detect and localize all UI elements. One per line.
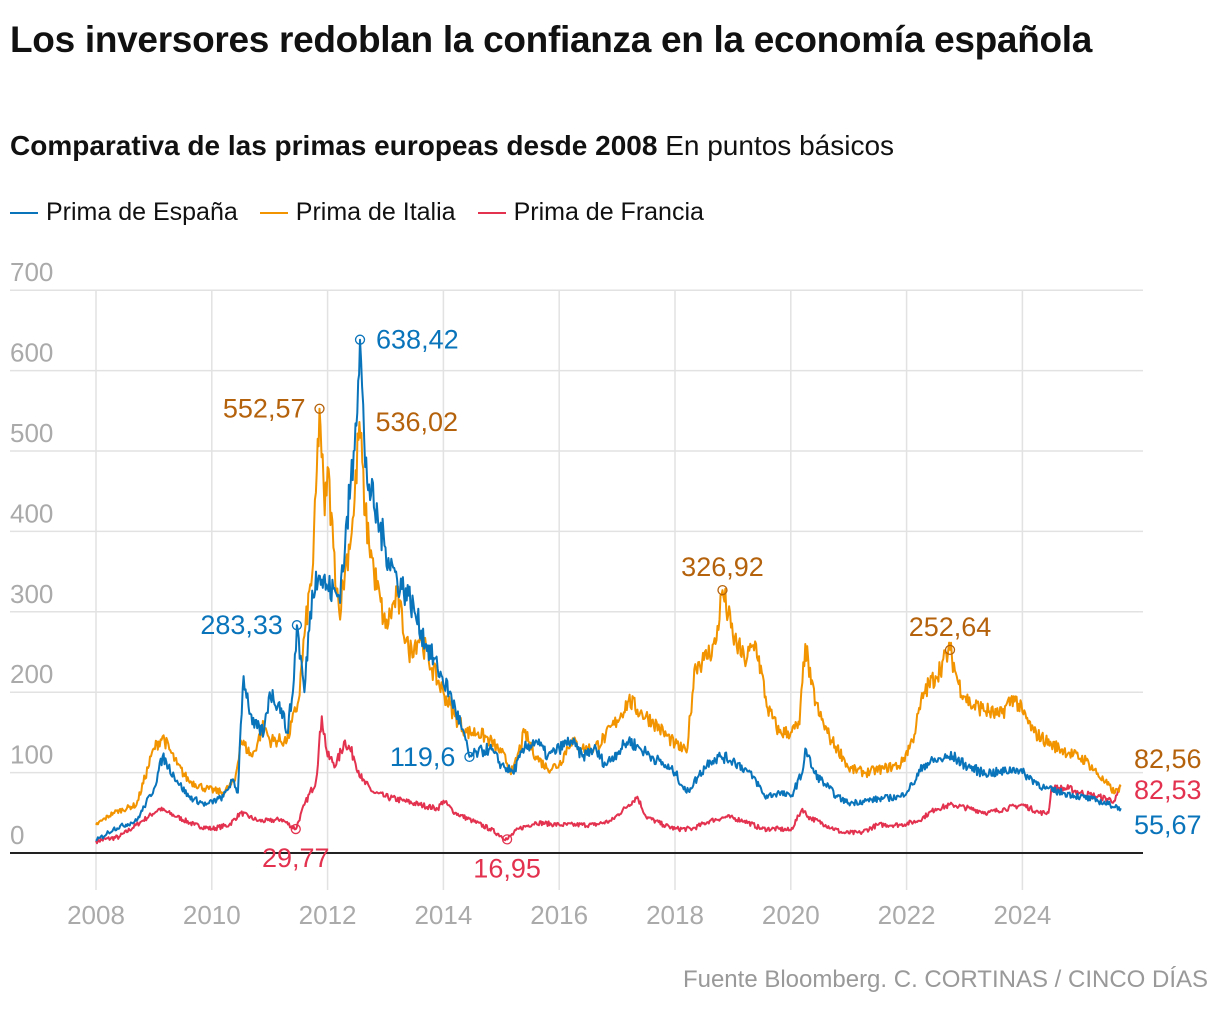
annotation-marker: [314, 403, 325, 414]
legend-swatch-italy: [259, 211, 288, 214]
legend-swatch-france: [477, 211, 506, 214]
annotation-label: 16,95: [473, 853, 541, 883]
legend-label-italy: Prima de Italia: [295, 198, 456, 226]
legend-swatch-spain: [10, 211, 38, 214]
subtitle-unit: En puntos básicos: [665, 130, 895, 161]
x-tick-label: 2008: [67, 900, 125, 930]
chart-subtitle: Comparativa de las primas europeas desde…: [10, 128, 894, 164]
x-tick-label: 2012: [299, 900, 357, 930]
x-tick-label: 2010: [183, 900, 241, 930]
y-tick-label: 400: [10, 498, 53, 528]
source-credit: Fuente Bloomberg. C. CORTINAS / CINCO DÍ…: [682, 966, 1208, 993]
y-tick-label: 200: [10, 659, 53, 689]
annotation-label: 252,64: [909, 612, 992, 642]
end-value-label: 82,56: [1134, 744, 1202, 774]
annotation-label: 326,92: [681, 552, 764, 582]
x-tick-label: 2018: [646, 900, 704, 930]
annotation-marker: [290, 823, 301, 835]
series-line-prima-de-francia: [95, 715, 1122, 845]
x-tick-label: 2014: [414, 900, 472, 930]
x-tick-label: 2020: [762, 900, 820, 930]
annotation-marker: [291, 620, 303, 631]
legend-item-italy: Prima de Italia: [259, 198, 456, 227]
x-tick-label: 2024: [993, 900, 1051, 930]
annotation-marker: [464, 751, 475, 762]
y-tick-label: 700: [10, 257, 53, 287]
x-tick-label: 2022: [878, 900, 936, 930]
y-tick-label: 0: [10, 820, 24, 850]
annotation-marker: [717, 585, 728, 596]
series-line-prima-de-italia: [95, 407, 1122, 826]
annotation-label: 536,02: [375, 407, 458, 437]
annotation-marker: [501, 834, 513, 845]
annotation-marker: [944, 644, 956, 656]
legend-item-spain: Prima de España: [10, 198, 238, 227]
y-tick-label: 300: [10, 579, 53, 609]
end-value-label: 55,67: [1134, 810, 1202, 840]
y-tick-label: 500: [10, 418, 53, 448]
series-line-prima-de-españa: [95, 338, 1122, 842]
x-tick-label: 2016: [530, 900, 588, 930]
annotation-label: 552,57: [223, 394, 306, 424]
subtitle-main: Comparativa de las primas europeas desde…: [10, 130, 658, 161]
legend-item-france: Prima de Francia: [477, 198, 704, 227]
annotation-label: 638,42: [376, 325, 459, 355]
annotation-label: 29,77: [262, 843, 330, 873]
annotation-label: 119,6: [390, 742, 456, 772]
y-tick-label: 600: [10, 338, 53, 368]
annotation-label: 283,33: [200, 610, 283, 640]
legend-label-france: Prima de Francia: [513, 198, 704, 226]
legend-label-spain: Prima de España: [46, 198, 238, 226]
end-value-label: 82,53: [1134, 775, 1202, 805]
y-tick-label: 100: [10, 740, 53, 770]
annotation-marker: [354, 334, 366, 345]
legend: Prima de España Prima de Italia Prima de…: [10, 198, 704, 227]
chart-title: Los inversores redoblan la confianza en …: [10, 19, 1093, 60]
